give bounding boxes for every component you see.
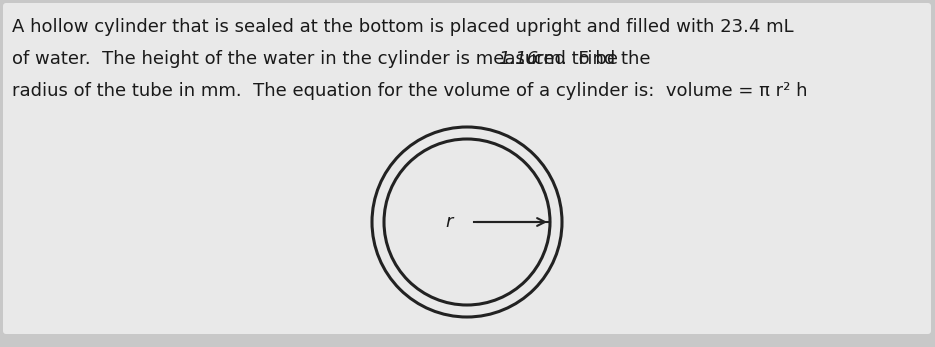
Text: A hollow cylinder that is sealed at the bottom is placed upright and filled with: A hollow cylinder that is sealed at the … — [12, 18, 794, 36]
Text: r: r — [445, 213, 453, 231]
Text: of water.  The height of the water in the cylinder is measured to be: of water. The height of the water in the… — [12, 50, 624, 68]
FancyBboxPatch shape — [3, 3, 931, 334]
Text: 1.16: 1.16 — [498, 50, 539, 68]
Text: radius of the tube in mm.  The equation for the volume of a cylinder is:  volume: radius of the tube in mm. The equation f… — [12, 82, 808, 100]
Text: cm.  Find the: cm. Find the — [527, 50, 651, 68]
